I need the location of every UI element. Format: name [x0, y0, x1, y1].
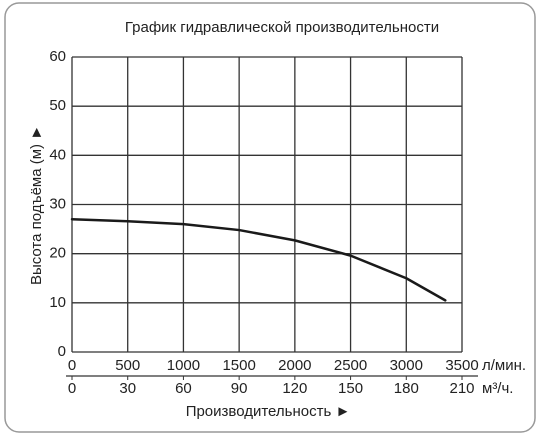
x2-tick-label: 210 — [449, 380, 474, 397]
pump-curve — [70, 218, 447, 302]
x-tick-label: 3000 — [390, 357, 423, 374]
x-tick-label: 2500 — [334, 357, 367, 374]
x-tick-label: 0 — [68, 357, 76, 374]
y-tick-label: 40 — [49, 146, 66, 163]
x2-tick-label: 0 — [68, 380, 76, 397]
x2-tick-label: 180 — [394, 380, 419, 397]
x2-tick-label: 90 — [231, 380, 248, 397]
x-tick-label: 1500 — [222, 357, 255, 374]
x-tick-label: 500 — [115, 357, 140, 374]
x-axis-label: Производительность ► — [186, 403, 351, 420]
y-axis-label: Высота подъёма (м) ► — [28, 125, 45, 285]
y-tick-label: 20 — [49, 245, 66, 262]
x2-tick-label: 60 — [175, 380, 192, 397]
x-tick-label: 3500 — [445, 357, 478, 374]
chart-title: График гидравлической производительности — [125, 19, 439, 36]
x2-unit: м³/ч. — [482, 380, 513, 397]
x-tick-label: 2000 — [278, 357, 311, 374]
y-tick-label: 50 — [49, 97, 66, 114]
x2-tick-label: 30 — [119, 380, 136, 397]
y-tick-label: 0 — [58, 343, 66, 360]
y-tick-label: 60 — [49, 48, 66, 65]
y-tick-label: 30 — [49, 195, 66, 212]
frame — [4, 2, 536, 433]
x-tick-label: 1000 — [167, 357, 200, 374]
x2-tick-label: 120 — [282, 380, 307, 397]
x-unit: л/мин. — [482, 357, 526, 374]
y-tick-label: 10 — [49, 294, 66, 311]
x2-tick-label: 150 — [338, 380, 363, 397]
